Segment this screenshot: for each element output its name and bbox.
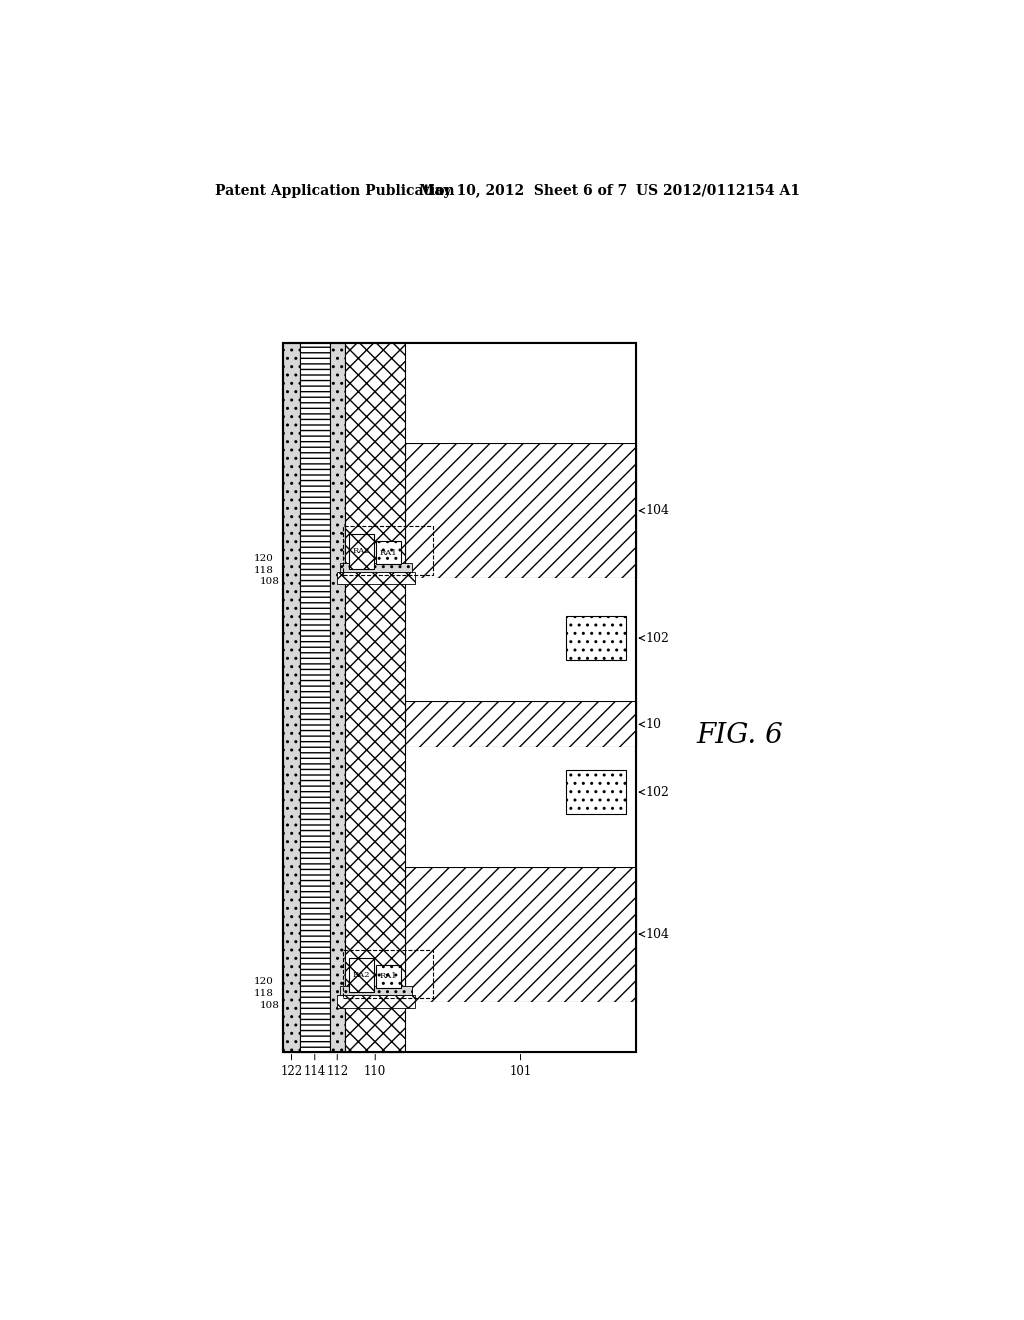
Text: May 10, 2012  Sheet 6 of 7: May 10, 2012 Sheet 6 of 7 [419, 183, 627, 198]
Text: 120: 120 [254, 977, 273, 986]
Bar [343, 527, 433, 576]
Text: 10: 10 [640, 718, 662, 731]
Bar [406, 578, 636, 701]
Text: 112: 112 [327, 1055, 348, 1078]
Text: 110: 110 [365, 1055, 386, 1078]
Bar [406, 867, 636, 1002]
Text: 101: 101 [509, 1055, 531, 1078]
Text: 122: 122 [281, 1055, 302, 1078]
Bar [349, 535, 374, 569]
Bar [337, 995, 415, 1007]
Text: 104: 104 [640, 928, 670, 941]
Text: RA1: RA1 [380, 972, 397, 981]
Text: 104: 104 [640, 504, 670, 517]
Bar [406, 701, 636, 747]
Bar [376, 541, 400, 564]
Bar [345, 343, 406, 1052]
Text: 102: 102 [640, 785, 670, 799]
Text: RA2: RA2 [352, 972, 370, 979]
Bar [283, 343, 636, 1052]
Text: Patent Application Publication: Patent Application Publication [215, 183, 455, 198]
Bar [340, 562, 412, 572]
Text: 102: 102 [640, 631, 670, 644]
Bar [406, 444, 636, 578]
Text: FIG. 6: FIG. 6 [697, 722, 783, 750]
Bar [300, 343, 330, 1052]
Bar [343, 950, 433, 998]
Bar [283, 343, 636, 1052]
Text: 114: 114 [304, 1055, 326, 1078]
Bar [376, 965, 400, 987]
Bar [566, 615, 627, 660]
Text: 120: 120 [254, 553, 273, 562]
Text: RA2: RA2 [352, 548, 370, 556]
Bar [349, 958, 374, 993]
Bar [406, 343, 636, 444]
Text: 118: 118 [254, 566, 273, 574]
Text: 118: 118 [254, 990, 273, 998]
Text: 108: 108 [260, 577, 280, 586]
Bar [330, 343, 345, 1052]
Bar [337, 572, 415, 585]
Bar [406, 1002, 636, 1052]
Text: RA1: RA1 [380, 549, 397, 557]
Bar [283, 343, 300, 1052]
Bar [566, 770, 627, 814]
Bar [406, 747, 636, 867]
Text: 108: 108 [260, 1001, 280, 1010]
Bar [340, 986, 412, 995]
Text: US 2012/0112154 A1: US 2012/0112154 A1 [636, 183, 800, 198]
